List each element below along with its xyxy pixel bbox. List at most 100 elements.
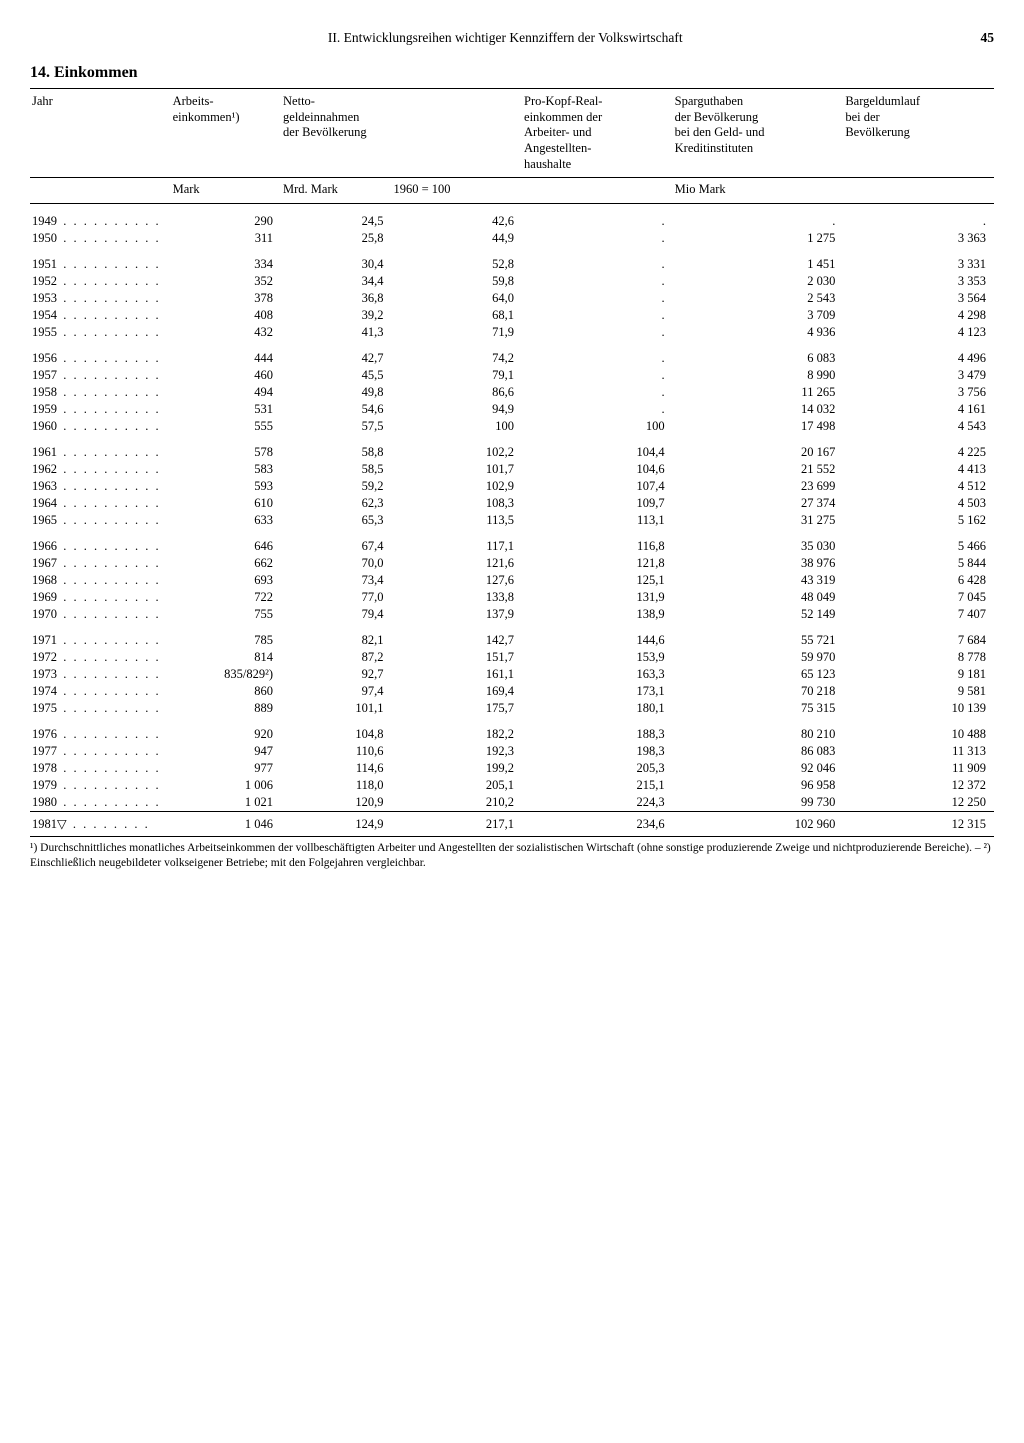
cell: 30,4: [281, 247, 391, 273]
cell: 48 049: [673, 589, 844, 606]
table-row: 1961 . . . . . . . . . .57858,8102,2104,…: [30, 435, 994, 461]
table-row: 1953 . . . . . . . . . .37836,864,0.2 54…: [30, 290, 994, 307]
col-savings: Sparguthaben der Bevölkerung bei den Gel…: [673, 89, 844, 178]
cell: 96 958: [673, 777, 844, 794]
year-cell: 1951 . . . . . . . . . .: [30, 247, 171, 273]
cell: 163,3: [522, 666, 673, 683]
cell: 100: [391, 418, 522, 435]
cell: 4 298: [843, 307, 994, 324]
cell: 11 909: [843, 760, 994, 777]
cell: 101,1: [281, 700, 391, 717]
cell: 104,6: [522, 461, 673, 478]
year-cell: 1973 . . . . . . . . . .: [30, 666, 171, 683]
cell: 109,7: [522, 495, 673, 512]
cell: 8 778: [843, 649, 994, 666]
cell: 210,2: [391, 794, 522, 812]
year-cell: 1974 . . . . . . . . . .: [30, 683, 171, 700]
cell: 124,9: [281, 812, 391, 837]
year-cell: 1980 . . . . . . . . . .: [30, 794, 171, 812]
cell: 161,1: [391, 666, 522, 683]
col-year: Jahr: [30, 89, 171, 178]
cell: .: [522, 307, 673, 324]
cell: 9 581: [843, 683, 994, 700]
unit-mark: Mark: [171, 178, 281, 204]
table-row: 1968 . . . . . . . . . .69373,4127,6125,…: [30, 572, 994, 589]
year-cell: 1959 . . . . . . . . . .: [30, 401, 171, 418]
col-cash: Bargeldumlauf bei der Bevölkerung: [843, 89, 994, 178]
cell: 58,5: [281, 461, 391, 478]
unit-mio: Mio Mark: [673, 178, 844, 204]
cell: 62,3: [281, 495, 391, 512]
cell: 860: [171, 683, 281, 700]
col-percapita: Pro-Kopf-Real- einkommen der Arbeiter- u…: [522, 89, 673, 178]
cell: 215,1: [522, 777, 673, 794]
cell: 121,8: [522, 555, 673, 572]
cell: 71,9: [391, 324, 522, 341]
cell: 8 990: [673, 367, 844, 384]
cell: 52,8: [391, 247, 522, 273]
cell: 755: [171, 606, 281, 623]
table-row: 1949 . . . . . . . . . .29024,542,6...: [30, 204, 994, 231]
cell: 334: [171, 247, 281, 273]
cell: 188,3: [522, 717, 673, 743]
cell: 3 479: [843, 367, 994, 384]
year-cell: 1971 . . . . . . . . . .: [30, 623, 171, 649]
table-row: 1963 . . . . . . . . . .59359,2102,9107,…: [30, 478, 994, 495]
cell: 64,0: [391, 290, 522, 307]
cell: 4 936: [673, 324, 844, 341]
cell: 224,3: [522, 794, 673, 812]
cell: 408: [171, 307, 281, 324]
cell: 7 407: [843, 606, 994, 623]
cell: 199,2: [391, 760, 522, 777]
unit-mrd: Mrd. Mark: [281, 178, 391, 204]
cell: 175,7: [391, 700, 522, 717]
cell: 444: [171, 341, 281, 367]
cell: 104,8: [281, 717, 391, 743]
cell: 79,1: [391, 367, 522, 384]
year-cell: 1967 . . . . . . . . . .: [30, 555, 171, 572]
cell: 101,7: [391, 461, 522, 478]
cell: 59 970: [673, 649, 844, 666]
cell: 352: [171, 273, 281, 290]
cell: 10 488: [843, 717, 994, 743]
table-row: 1964 . . . . . . . . . .61062,3108,3109,…: [30, 495, 994, 512]
cell: 49,8: [281, 384, 391, 401]
cell: 133,8: [391, 589, 522, 606]
cell: 102,9: [391, 478, 522, 495]
cell: 75 315: [673, 700, 844, 717]
cell: 4 225: [843, 435, 994, 461]
cell: 113,5: [391, 512, 522, 529]
table-row: 1957 . . . . . . . . . .46045,579,1.8 99…: [30, 367, 994, 384]
table-row: 1969 . . . . . . . . . .72277,0133,8131,…: [30, 589, 994, 606]
cell: 77,0: [281, 589, 391, 606]
cell: 531: [171, 401, 281, 418]
year-cell: 1962 . . . . . . . . . .: [30, 461, 171, 478]
year-cell: 1965 . . . . . . . . . .: [30, 512, 171, 529]
cell: 114,6: [281, 760, 391, 777]
table-row: 1974 . . . . . . . . . .86097,4169,4173,…: [30, 683, 994, 700]
cell: 6 083: [673, 341, 844, 367]
cell: 12 250: [843, 794, 994, 812]
cell: 59,2: [281, 478, 391, 495]
table-row: 1954 . . . . . . . . . .40839,268,1.3 70…: [30, 307, 994, 324]
cell: 41,3: [281, 324, 391, 341]
table-row: 1977 . . . . . . . . . .947110,6192,3198…: [30, 743, 994, 760]
cell: 3 564: [843, 290, 994, 307]
cell: 7 684: [843, 623, 994, 649]
cell: 102 960: [673, 812, 844, 837]
cell: 144,6: [522, 623, 673, 649]
cell: 100: [522, 418, 673, 435]
cell: 151,7: [391, 649, 522, 666]
cell: 662: [171, 555, 281, 572]
cell: 34,4: [281, 273, 391, 290]
cell: 12 372: [843, 777, 994, 794]
cell: 80 210: [673, 717, 844, 743]
footnote: ¹) Durchschnittliches monatliches Arbeit…: [30, 841, 994, 871]
cell: 52 149: [673, 606, 844, 623]
cell: 142,7: [391, 623, 522, 649]
table-row: 1971 . . . . . . . . . .78582,1142,7144,…: [30, 623, 994, 649]
table-row: 1956 . . . . . . . . . .44442,774,2.6 08…: [30, 341, 994, 367]
year-cell: 1963 . . . . . . . . . .: [30, 478, 171, 495]
year-cell: 1972 . . . . . . . . . .: [30, 649, 171, 666]
cell: 137,9: [391, 606, 522, 623]
